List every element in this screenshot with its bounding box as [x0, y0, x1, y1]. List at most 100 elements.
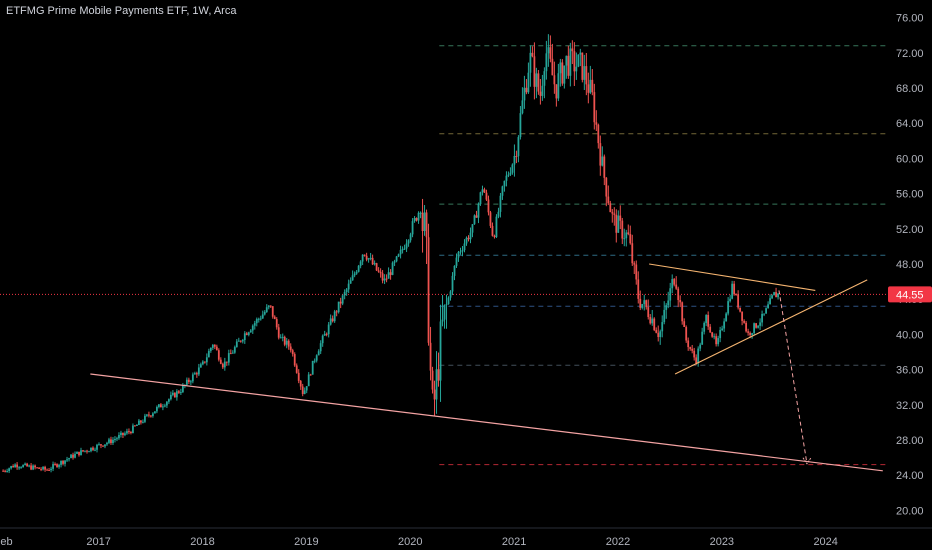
candle-body [235, 341, 238, 348]
candle-body [56, 464, 58, 467]
candle-body [481, 189, 484, 193]
candle-body [587, 84, 590, 93]
candle-body [146, 414, 148, 416]
candle-body [429, 342, 432, 371]
candle-body [179, 392, 182, 394]
candle-body [161, 406, 164, 408]
y-tick-label: 64.00 [896, 118, 924, 130]
candle-body [691, 348, 694, 351]
candle-body [697, 348, 700, 364]
candle-body [10, 466, 13, 469]
candle-body [763, 313, 765, 315]
candle-body [2, 470, 5, 472]
candle-body [395, 256, 398, 262]
candle-body [106, 442, 108, 445]
candle-body [721, 328, 724, 331]
candle-body [559, 62, 562, 74]
candle-body [283, 336, 286, 345]
candle-body [707, 314, 710, 327]
candle-body [22, 465, 24, 468]
candle-body [285, 340, 288, 345]
candle-body [457, 251, 460, 258]
x-tick-label: 2019 [294, 536, 318, 548]
candle-body [243, 333, 246, 341]
candle-body [94, 449, 96, 451]
candle-body [485, 192, 488, 200]
candle-body [405, 243, 408, 249]
candle-body [673, 279, 676, 285]
candle-body [669, 288, 672, 301]
candle-body [745, 322, 748, 332]
candle-body [193, 373, 196, 375]
candle-body [687, 340, 690, 348]
candle-body [639, 298, 642, 308]
candle-body [187, 379, 190, 383]
last-price-label: 44.55 [896, 289, 924, 301]
candle-body [301, 386, 304, 394]
y-tick-label: 68.00 [896, 83, 924, 95]
candle-body [76, 451, 78, 454]
candle-body [653, 318, 656, 331]
candle-body [435, 369, 438, 400]
candle-body [555, 84, 558, 99]
candle-body [517, 137, 520, 157]
candle-body [403, 248, 406, 250]
candle-body [621, 220, 624, 239]
candle-body [495, 216, 498, 238]
candle-body [677, 288, 680, 300]
candle-body [307, 374, 310, 387]
candle-body [631, 243, 634, 264]
trend-line-0 [90, 373, 883, 472]
candle-body [757, 325, 759, 328]
candle-body [583, 66, 586, 80]
candle-body [120, 432, 122, 436]
candle-body [381, 273, 384, 281]
candle-body [579, 52, 582, 55]
candle-body [389, 272, 392, 275]
candle-body [163, 405, 166, 407]
candle-body [90, 447, 92, 452]
candle-body [469, 232, 472, 240]
candle-body [369, 257, 372, 259]
candle-body [181, 385, 184, 393]
candle-body [150, 415, 152, 417]
candle-body [479, 192, 482, 205]
candle-body [719, 330, 722, 339]
candle-body [98, 444, 100, 446]
candle-body [177, 391, 180, 393]
candle-body [451, 275, 454, 292]
candle-body [499, 195, 502, 212]
candle-body [303, 390, 306, 394]
candle-body [695, 357, 698, 364]
candle-body [124, 433, 126, 436]
candle-body [649, 317, 652, 324]
candle-body [541, 85, 544, 96]
candle-body [709, 326, 712, 333]
candle-body [567, 55, 570, 76]
candle-body [629, 234, 632, 244]
candle-body [445, 304, 448, 306]
candle-body [767, 304, 769, 309]
candle-body [409, 234, 412, 241]
candle-body [335, 311, 338, 313]
candle-body [581, 52, 584, 80]
x-tick-label: 2024 [813, 536, 837, 548]
candle-body [473, 215, 476, 225]
candle-body [154, 411, 156, 414]
candle-body [569, 48, 572, 76]
candle-body [311, 360, 314, 375]
candle-body [331, 318, 334, 322]
candle-body [483, 189, 486, 193]
candle-body [471, 224, 474, 233]
candle-body [603, 156, 606, 178]
x-tick-label: 2021 [502, 536, 526, 548]
candle-body [551, 58, 554, 76]
candle-body [627, 232, 630, 235]
candle-body [329, 318, 332, 325]
candle-body [487, 199, 490, 213]
candle-body [249, 330, 252, 333]
candle-body [361, 254, 364, 262]
candle-body [261, 314, 264, 319]
